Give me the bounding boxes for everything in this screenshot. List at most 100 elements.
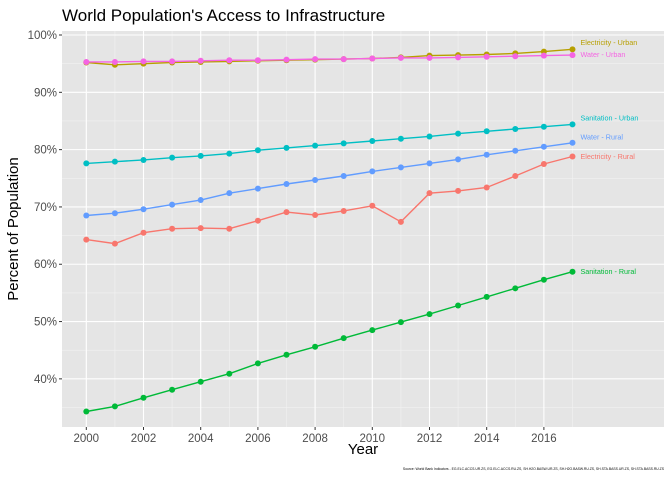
data-point-sanitation-urban — [483, 128, 490, 135]
data-point-electricity-rural — [340, 207, 347, 214]
series-line-sanitation-urban — [86, 123, 573, 165]
data-point-sanitation-rural — [197, 378, 204, 385]
data-point-electricity-rural — [254, 217, 261, 224]
data-point-water-urban — [397, 54, 404, 61]
data-point-sanitation-urban — [83, 160, 90, 167]
data-point-sanitation-rural — [312, 343, 319, 350]
data-point-sanitation-rural — [254, 360, 261, 367]
data-point-sanitation-rural — [83, 408, 90, 415]
data-point-sanitation-rural — [283, 351, 290, 358]
data-point-water-urban — [226, 57, 233, 64]
data-point-water-urban — [540, 52, 547, 59]
data-point-sanitation-urban — [197, 152, 204, 159]
data-point-electricity-rural — [169, 225, 176, 232]
data-point-sanitation-urban — [397, 135, 404, 142]
series-line-water-rural — [86, 142, 573, 217]
data-point-sanitation-urban — [226, 150, 233, 157]
data-point-water-rural — [455, 156, 462, 163]
data-point-electricity-rural — [426, 190, 433, 197]
data-point-sanitation-rural — [483, 293, 490, 300]
data-point-electricity-rural — [540, 160, 547, 167]
plot-panel — [62, 31, 664, 427]
series-water-urban — [83, 52, 576, 65]
data-point-water-rural — [540, 143, 547, 150]
data-point-electricity-rural — [197, 225, 204, 232]
y-tick-label: 80% — [34, 145, 57, 157]
axis-ticks — [59, 34, 545, 430]
series-label-sanitation-urban: Sanitation - Urban — [580, 113, 638, 122]
data-point-sanitation-rural — [426, 311, 433, 318]
data-point-water-urban — [83, 58, 90, 65]
data-point-sanitation-rural — [455, 302, 462, 309]
data-point-water-urban — [455, 54, 462, 61]
data-point-sanitation-rural — [569, 268, 576, 275]
x-tick-label: 2000 — [74, 433, 100, 445]
series-label-water-rural: Water - Rural — [580, 132, 623, 141]
y-tick-labels: 40% 50% 60% 70% 80% 90% 100% — [28, 30, 57, 386]
x-tick-labels: 2000 2002 2004 2006 2008 2010 2012 2014 2016 — [74, 433, 557, 445]
chart-caption: Source: World Bank Indicators - EG.ELC.A… — [403, 467, 665, 471]
chart-title: World Population's Access to Infrastruct… — [62, 6, 385, 25]
data-point-sanitation-rural — [397, 319, 404, 326]
data-point-sanitation-urban — [169, 154, 176, 161]
data-point-electricity-rural — [369, 202, 376, 209]
data-point-electricity-rural — [83, 236, 90, 243]
data-point-electricity-rural — [226, 225, 233, 232]
data-point-water-rural — [140, 206, 147, 213]
data-point-sanitation-urban — [111, 158, 118, 165]
series-label-sanitation-rural: Sanitation - Rural — [580, 267, 636, 276]
data-point-water-urban — [111, 58, 118, 65]
x-tick-label: 2008 — [302, 433, 328, 445]
data-point-sanitation-rural — [169, 386, 176, 393]
data-point-water-rural — [340, 172, 347, 179]
data-point-sanitation-urban — [340, 140, 347, 147]
series-label-water-urban: Water - Urban — [580, 50, 625, 59]
data-point-sanitation-urban — [283, 144, 290, 151]
data-point-electricity-rural — [283, 209, 290, 216]
data-point-water-rural — [283, 181, 290, 188]
y-tick-label: 90% — [34, 87, 57, 99]
data-point-sanitation-rural — [226, 370, 233, 377]
series-water-rural — [83, 139, 576, 219]
data-point-sanitation-urban — [312, 142, 319, 149]
data-point-electricity-rural — [512, 172, 519, 179]
data-point-sanitation-urban — [369, 138, 376, 145]
data-point-water-urban — [426, 54, 433, 61]
data-point-water-urban — [197, 57, 204, 64]
series-line-electricity-rural — [86, 155, 573, 245]
data-point-water-rural — [397, 164, 404, 171]
data-point-water-urban — [340, 56, 347, 63]
data-point-water-urban — [569, 52, 576, 59]
data-point-water-rural — [254, 185, 261, 192]
data-point-sanitation-rural — [369, 327, 376, 334]
data-point-electricity-rural — [483, 184, 490, 191]
x-tick-label: 2012 — [417, 433, 443, 445]
y-tick-label: 50% — [34, 317, 57, 329]
data-point-water-rural — [569, 139, 576, 146]
series-sanitation-rural — [83, 268, 576, 415]
y-tick-label: 60% — [34, 259, 57, 271]
data-point-water-urban — [512, 53, 519, 60]
data-point-water-rural — [512, 147, 519, 154]
data-point-water-urban — [312, 56, 319, 63]
x-tick-label: 2002 — [131, 433, 157, 445]
data-point-sanitation-urban — [512, 125, 519, 132]
series-line-sanitation-rural — [86, 271, 573, 413]
y-tick-label: 100% — [28, 30, 57, 42]
data-point-water-urban — [283, 56, 290, 63]
series-electricity-rural — [83, 153, 576, 247]
data-point-water-urban — [169, 58, 176, 65]
series-line-water-urban — [86, 54, 573, 63]
x-axis-label: Year — [348, 441, 378, 458]
x-tick-label: 2016 — [531, 433, 557, 445]
data-point-water-rural — [226, 190, 233, 197]
data-point-water-rural — [312, 177, 319, 184]
series-layer: Electricity - Urban Water - Urban Sanitati… — [83, 38, 638, 415]
data-point-electricity-rural — [111, 240, 118, 247]
x-tick-label: 2010 — [359, 433, 385, 445]
x-tick-label: 2014 — [474, 433, 500, 445]
data-point-water-rural — [197, 197, 204, 204]
data-point-water-rural — [483, 151, 490, 158]
data-point-water-urban — [369, 55, 376, 62]
data-point-sanitation-rural — [140, 394, 147, 401]
